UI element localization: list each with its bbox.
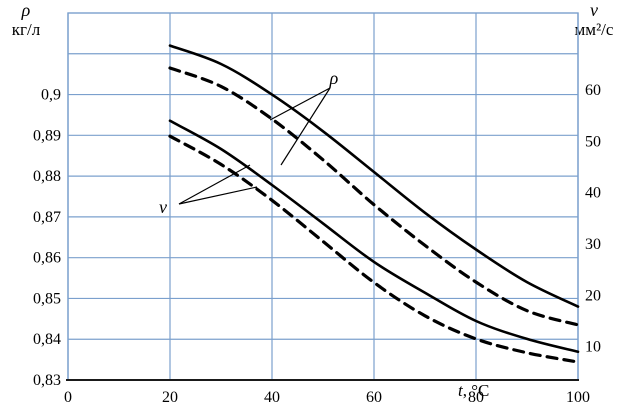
x-tick-label: 80 (468, 389, 484, 406)
x-tick-label: 40 (264, 389, 280, 406)
annotation-label: ν (159, 197, 167, 217)
left-tick-label: 0,9 (41, 87, 61, 104)
series-viscosity-dashed (168, 134, 580, 364)
annotation-leader-line (269, 87, 331, 121)
left-tick-label: 0,84 (33, 331, 61, 348)
left-tick-label: 0,88 (33, 168, 61, 185)
right-axis-units: мм²/с (574, 19, 614, 39)
left-axis-symbol: ρ (21, 0, 31, 20)
series-viscosity-solid (168, 119, 580, 354)
left-tick-label: 0,83 (33, 372, 61, 389)
left-tick-label: 0,85 (33, 290, 61, 307)
x-axis-suffix: , °C (462, 381, 490, 400)
annotation-leader-line (178, 186, 258, 205)
x-axis-symbol: t (458, 381, 463, 400)
left-axis-units: кг/л (11, 19, 41, 39)
x-tick-label: 0 (64, 389, 72, 406)
right-tick-label: 40 (585, 185, 601, 202)
right-axis-title: ν мм²/с (562, 0, 626, 39)
plot-border (67, 12, 579, 381)
series-density-dashed (168, 66, 580, 327)
right-tick-label: 10 (585, 339, 601, 356)
left-tick-label: 0,87 (33, 209, 61, 226)
right-tick-label: 30 (585, 236, 601, 253)
right-tick-label: 60 (585, 82, 601, 99)
x-tick-label: 100 (566, 389, 590, 406)
right-tick-label: 20 (585, 287, 601, 304)
x-tick-label: 60 (366, 389, 382, 406)
annotation-label: ρ (329, 68, 339, 88)
left-axis-title: ρ кг/л (0, 0, 52, 39)
x-tick-label: 20 (162, 389, 178, 406)
left-tick-label: 0,89 (33, 127, 61, 144)
right-axis-symbol: ν (590, 0, 598, 20)
right-tick-label: 50 (585, 133, 601, 150)
annotation-leader-line (280, 87, 331, 166)
x-axis-title: t, °C (458, 381, 489, 401)
annotation-leader-line (178, 164, 251, 205)
series-density-solid (168, 44, 580, 308)
left-tick-label: 0,86 (33, 250, 61, 267)
